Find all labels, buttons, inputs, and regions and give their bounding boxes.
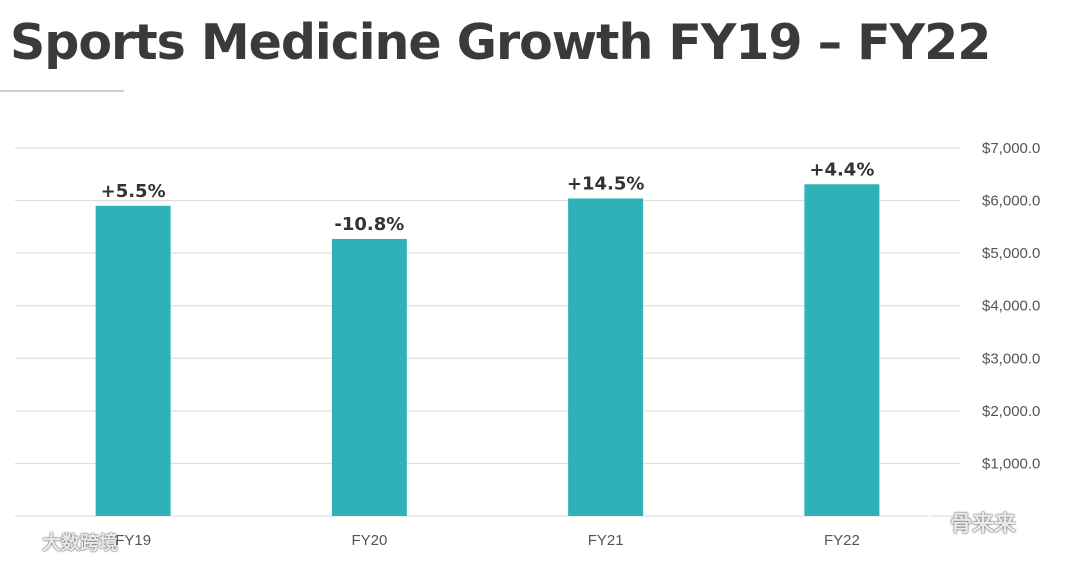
y-tick-label: $3,000.0 — [982, 350, 1040, 367]
y-tick-label: $5,000.0 — [982, 245, 1040, 262]
bar-fy19 — [95, 205, 171, 517]
data-label: -10.8% — [334, 214, 404, 235]
bar-fy22 — [804, 184, 880, 516]
wechat-icon — [919, 516, 945, 535]
chart-title: Sports Medicine Growth FY19 – FY22 — [10, 14, 991, 71]
bar-fy20 — [331, 238, 407, 516]
gridlines — [15, 147, 960, 517]
data-label: +5.5% — [101, 181, 166, 202]
data-labels: +5.5% -10.8% +14.5% +4.4% — [101, 159, 875, 235]
watermark-right: 骨来来 — [918, 506, 1016, 538]
title-underline — [0, 90, 124, 92]
watermark-logo-icon — [10, 534, 36, 552]
watermark-left: 大数跨境 — [10, 528, 118, 555]
y-tick-label: $2,000.0 — [982, 403, 1040, 420]
y-axis-ticks: $1,000.0 $2,000.0 $3,000.0 $4,000.0 $5,000.0… — [982, 140, 1040, 472]
y-tick-label: $6,000.0 — [982, 193, 1040, 210]
x-tick-label: FY19 — [115, 532, 151, 549]
x-tick-label: FY20 — [351, 532, 387, 549]
x-axis-ticks: FY19 FY20 FY21 FY22 — [115, 532, 860, 549]
data-label: +4.4% — [809, 159, 874, 180]
y-tick-label: $1,000.0 — [982, 455, 1040, 472]
y-tick-label: $4,000.0 — [982, 298, 1040, 315]
x-tick-label: FY22 — [824, 532, 860, 549]
y-tick-label: $7,000.0 — [982, 140, 1040, 157]
watermark-right-text: 骨来来 — [950, 512, 1017, 537]
x-tick-label: FY21 — [588, 532, 624, 549]
watermark-left-text: 大数跨境 — [42, 532, 119, 554]
bar-fy21 — [568, 198, 644, 516]
data-label: +14.5% — [567, 173, 645, 194]
bars — [95, 184, 880, 517]
